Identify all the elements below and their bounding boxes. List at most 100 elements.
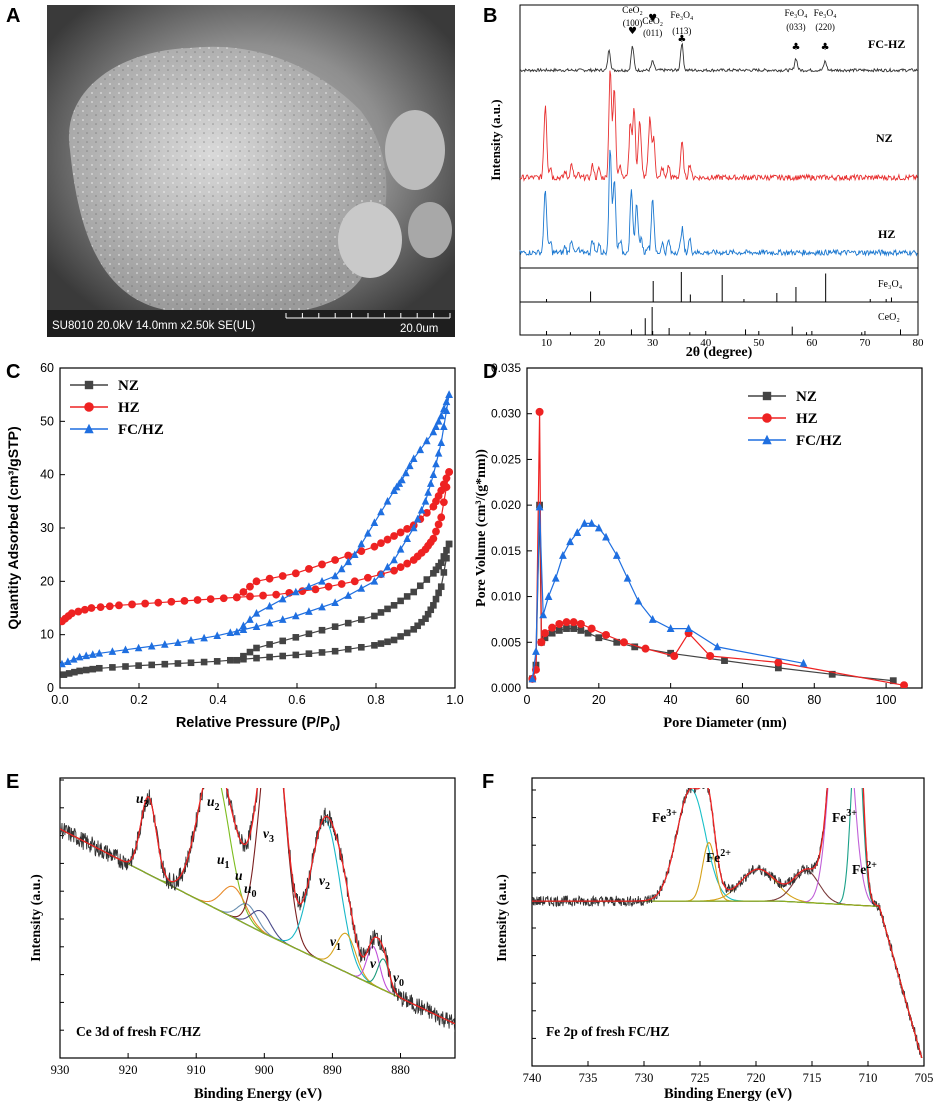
pore-point [889, 677, 897, 685]
isotherm-point [331, 623, 339, 630]
pore-point [532, 647, 540, 655]
isotherm-point [429, 427, 438, 436]
isotherm-point [87, 604, 96, 612]
isotherm-point [122, 663, 129, 670]
isotherm-point [422, 508, 431, 517]
xrd-peak-hkl: (033) [786, 22, 806, 32]
xrd-peak-marker: ♣ [791, 42, 800, 53]
pore-point [535, 407, 544, 416]
isotherm-point [246, 592, 254, 601]
pore-point [569, 618, 578, 627]
xrd-tick-label: 20 [594, 337, 606, 349]
pore-point [539, 610, 548, 619]
xrd-reference-lines [546, 272, 901, 335]
xps-peak-label: Fe2+ [706, 848, 731, 865]
isotherm-point [109, 664, 116, 671]
isotherm-point [383, 497, 392, 505]
isotherm-point [318, 649, 326, 656]
isotherm-point [434, 520, 443, 529]
pore-point [544, 592, 553, 600]
ce3d-x-axis-label: Binding Energy (eV) [194, 1086, 322, 1102]
isotherm-point [246, 648, 254, 656]
isotherm-point [429, 502, 438, 511]
isotherm-point [252, 577, 261, 586]
isotherm-point [305, 607, 313, 615]
pore-point [537, 638, 546, 647]
sem-particle-texture [68, 46, 387, 316]
isotherm-point [434, 417, 443, 425]
legend-marker [84, 423, 94, 434]
legend-label: HZ [118, 400, 140, 416]
isotherm-point [324, 582, 333, 591]
isotherm-point [427, 606, 435, 614]
isotherm-point [357, 584, 366, 592]
isotherm-point [161, 660, 169, 668]
isotherm-x-tick-label: 0.6 [288, 693, 305, 707]
pore-axes: 0 20 40 60 80 100 0.000 0.005 0.010 0.015 0.020 0.0… [491, 361, 897, 707]
isotherm-point [403, 534, 411, 542]
xps-x-tick-label: 900 [255, 1063, 274, 1077]
isotherm-point [417, 505, 426, 514]
legend-label: NZ [118, 378, 139, 394]
ce3d-curves [60, 788, 455, 1032]
isotherm-point [357, 539, 366, 548]
isotherm-point [434, 449, 443, 457]
fe2p-x-axis-label: Binding Energy (eV) [664, 1086, 792, 1102]
isotherm-point [396, 563, 405, 572]
isotherm-point [331, 556, 340, 564]
xrd-peak-labels: CeO₂(100)♥CeO₂(011)♥ Fe₃O₄(113)♣Fe₃O₄(033… [622, 6, 836, 53]
isotherm-y-tick-label: 0 [47, 681, 54, 695]
isotherm-point [409, 523, 418, 532]
xps-peak-label: v2 [319, 873, 330, 892]
isotherm-series [60, 390, 453, 678]
isotherm-point [421, 497, 430, 505]
xrd-label-hz: HZ [878, 227, 895, 241]
pore-x-tick-label: 100 [876, 693, 897, 707]
xrd-peak-hkl: (100) [623, 18, 643, 28]
pore-point [594, 523, 603, 532]
pore-point [612, 551, 621, 559]
isotherm-point [75, 652, 84, 661]
pore-point [828, 670, 836, 678]
panel-e: E 930 920 910 900 890 880 u3 u2u1uu0v3v2v1vv0 … [6, 771, 456, 1102]
ce3d-peak-labels: u3 u2 u1 uu0 v3 v2 v1 v v0 [136, 791, 404, 989]
isotherm-y-tick-label: 60 [40, 361, 54, 375]
sem-particle-small [338, 202, 402, 278]
pore-point [648, 615, 657, 623]
xrd-tick-label: 10 [541, 337, 553, 349]
isotherm-point [246, 615, 254, 623]
isotherm-x-axis-label: Relative Pressure (P/P0) [176, 715, 341, 734]
isotherm-point [305, 582, 313, 590]
xrd-peak-phase: Fe₃O₄ [814, 9, 837, 19]
xps-peak-label: Fe3+ [832, 808, 857, 825]
isotherm-point [350, 550, 359, 558]
pore-x-tick-label: 40 [664, 693, 678, 707]
isotherm-point [424, 610, 432, 618]
pore-point [634, 596, 643, 605]
pore-y-tick-label: 0.025 [491, 452, 521, 466]
isotherm-point [161, 640, 169, 648]
fe2p-title: Fe 2p of fresh FC/HZ [546, 1024, 670, 1039]
isotherm-point [108, 647, 117, 655]
pore-point [595, 634, 603, 642]
isotherm-point [396, 528, 405, 537]
xps-x-tick-label: 740 [523, 1071, 542, 1085]
pore-point [900, 681, 909, 688]
isotherm-line-fchz [236, 394, 450, 633]
isotherm-point [432, 422, 440, 430]
isotherm-point [259, 591, 267, 600]
isotherm-point [318, 577, 326, 585]
isotherm-point [377, 507, 385, 516]
xps-envelope [60, 788, 455, 1025]
isotherm-point [252, 609, 261, 617]
isotherm-point [311, 585, 320, 594]
pore-y-tick-label: 0.020 [491, 498, 521, 512]
sem-info-text: SU8010 20.0kV 14.0mm x2.50k SE(UL) [52, 320, 255, 332]
isotherm-point [239, 625, 248, 633]
isotherm-point [141, 599, 150, 608]
isotherm-point [82, 666, 90, 674]
isotherm-point [252, 622, 261, 630]
xrd-frame [519, 4, 919, 336]
pore-point [623, 573, 632, 582]
isotherm-point [445, 540, 453, 548]
